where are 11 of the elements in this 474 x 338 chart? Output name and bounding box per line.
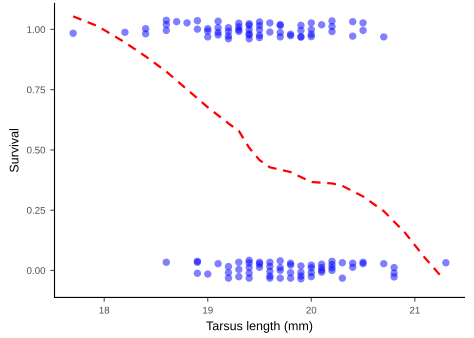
y-tick-label: 0.75 bbox=[26, 86, 46, 94]
x-tick-label: 21 bbox=[410, 306, 420, 314]
x-tick-label: 20 bbox=[306, 306, 316, 314]
x-axis-title: Tarsus length (mm) bbox=[206, 321, 312, 333]
x-tick-label: 18 bbox=[100, 306, 110, 314]
y-tick-label: 1.00 bbox=[27, 26, 46, 34]
y-axis-title: Survival bbox=[9, 129, 19, 172]
y-tick-label: 0.25 bbox=[26, 206, 46, 214]
y-tick-label: 0.00 bbox=[26, 267, 46, 274]
y-tick-label: 0.50 bbox=[26, 146, 46, 154]
x-tick-label: 19 bbox=[203, 306, 213, 314]
